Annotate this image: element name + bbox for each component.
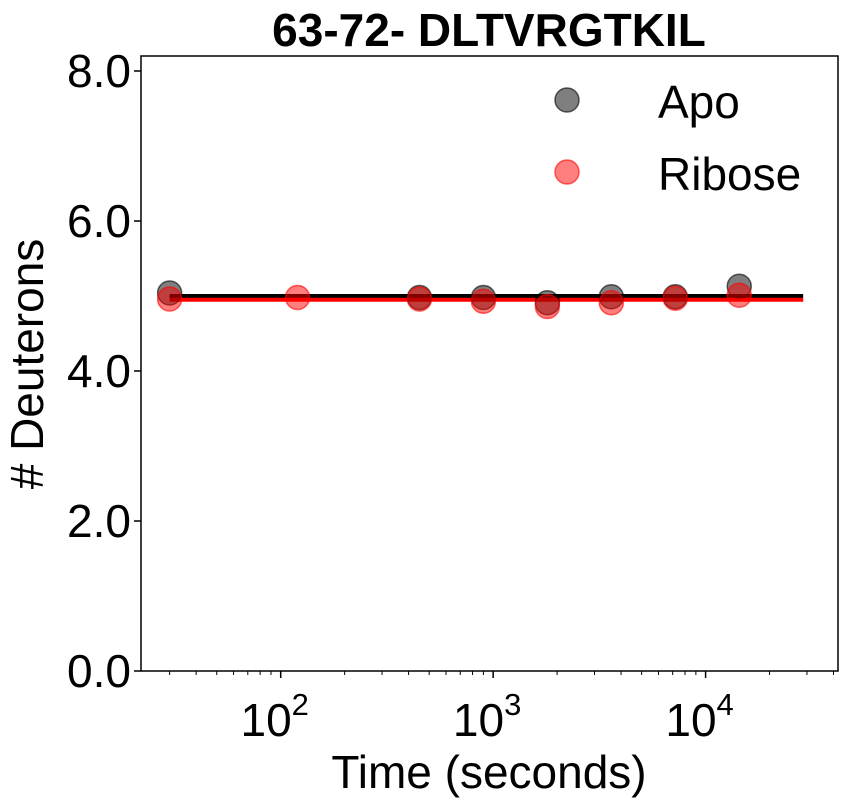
y-tick-label: 4.0: [67, 345, 131, 397]
legend-label-apo: Apo: [658, 76, 740, 128]
point-ribose-5: [598, 290, 625, 316]
point-ribose-7: [726, 282, 752, 308]
x-tick-label: 102: [240, 687, 308, 746]
point-ribose-6: [662, 285, 689, 311]
x-tick-label: 103: [453, 687, 521, 746]
point-ribose-1: [284, 284, 311, 311]
legend-marker-ribose: [554, 159, 580, 185]
x-axis-ticks: 102 103 104: [169, 671, 834, 746]
y-tick-label: 2.0: [67, 495, 131, 547]
y-axis-ticks: 0.0 2.0 4.0 6.0 8.0: [67, 45, 141, 697]
legend-marker-apo: [554, 87, 580, 113]
y-tick-label: 8.0: [67, 45, 131, 97]
point-ribose-2: [406, 286, 433, 312]
legend: Apo Ribose: [554, 76, 801, 200]
y-tick-label: 6.0: [67, 195, 131, 247]
point-ribose-3: [470, 288, 497, 314]
data-points: [156, 273, 752, 320]
x-axis-label: Time (seconds): [331, 746, 646, 798]
legend-label-ribose: Ribose: [658, 148, 801, 200]
point-ribose-4: [534, 293, 561, 320]
chart-title: 63-72- DLTVRGTKIL: [272, 4, 706, 56]
point-ribose-0: [156, 286, 183, 312]
y-axis-label: # Deuterons: [1, 239, 53, 490]
y-tick-label: 0.0: [67, 645, 131, 697]
x-tick-label: 104: [665, 687, 733, 746]
plot-frame: [140, 55, 839, 672]
